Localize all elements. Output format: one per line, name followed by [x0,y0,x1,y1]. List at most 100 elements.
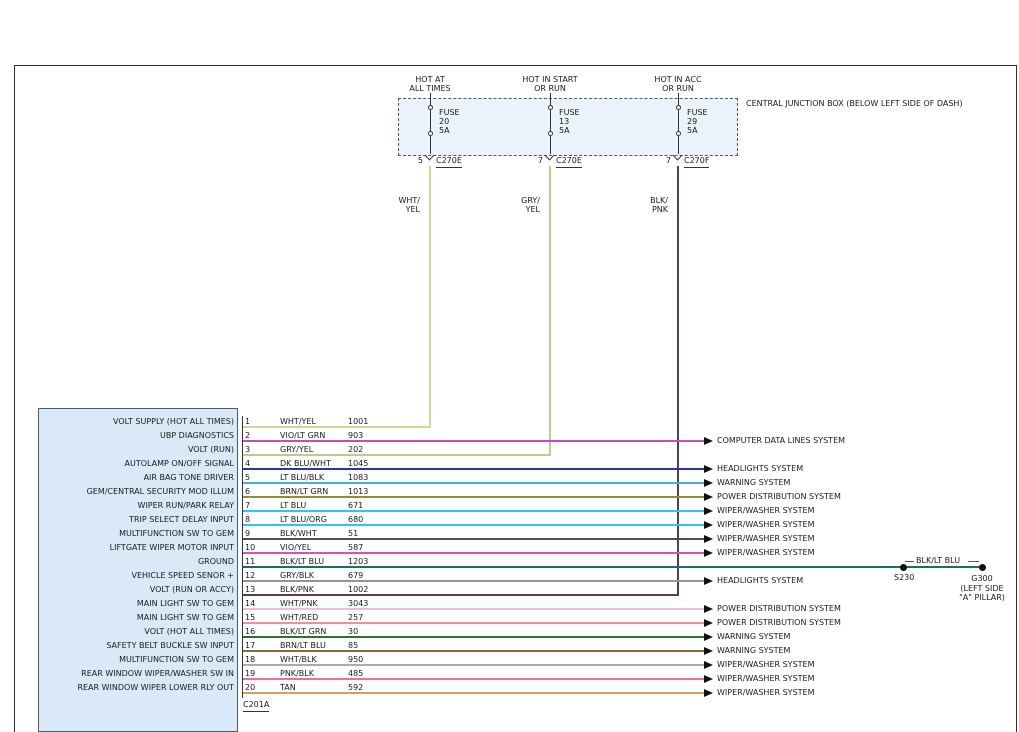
circuit-number-label: 3043 [348,599,369,608]
pin-number: 2 [245,431,251,440]
fuse-terminal-circle [548,131,553,136]
system-destination-label: WIPER/WASHER SYSTEM [717,548,815,557]
pin-function-label: LIFTGATE WIPER MOTOR INPUT [109,543,234,552]
fuse-pin-number: 7 [665,156,671,165]
wire-color-label: BLK/WHT [280,529,317,538]
wire-color-label: BLK/LT GRN [280,627,327,636]
pin-number: 6 [245,487,251,496]
system-destination-label: WARNING SYSTEM [717,478,791,487]
circuit-number-label: 1045 [348,459,369,468]
wire [243,482,705,484]
pin-number: 9 [245,529,251,538]
circuit-number-label: 903 [348,431,364,440]
splice-dot [900,564,907,571]
wire-color-label: DK BLU/WHT [280,459,331,468]
pin-number: 15 [245,613,256,622]
destination-arrow-icon [704,521,713,529]
wire [243,608,705,610]
diagram-frame [14,65,1017,732]
circuit-number-label: 679 [348,571,364,580]
circuit-number-label: 51 [348,529,359,538]
circuit-number-label: 1002 [348,585,369,594]
fuse-exit-line [678,136,679,154]
pin-number: 12 [245,571,256,580]
pin-number: 7 [245,501,251,510]
pin-function-label: VOLT (RUN) [187,445,234,454]
fuse-label: FUSE 29 5A [687,108,708,135]
wire-color-label: WHT/RED [280,613,319,622]
wire-leader-line [905,561,914,562]
fuse-element-line [678,110,679,131]
wire-color-label: WHT/BLK [280,655,317,664]
wire [243,580,705,582]
wire-color-label: BLK/PNK [280,585,314,594]
fuse-connector-label: C270F [684,156,710,168]
fuse-label: FUSE 20 5A [439,108,460,135]
pin-number: 4 [245,459,251,468]
system-destination-label: WIPER/WASHER SYSTEM [717,506,815,515]
wire-color-label: PNK/BLK [280,669,314,678]
hot-feed-label: HOT IN ACC OR RUN [654,75,702,93]
pin-function-label: UBP DIAGNOSTICS [159,431,234,440]
circuit-number-label: 1013 [348,487,369,496]
circuit-number-label: 671 [348,501,364,510]
wire [243,678,705,680]
pin-function-label: VOLT (HOT ALL TIMES) [144,627,234,636]
system-destination-label: WIPER/WASHER SYSTEM [717,534,815,543]
feed-wire-color-label: GRY/ YEL [521,196,540,214]
system-destination-label: WIPER/WASHER SYSTEM [717,688,815,697]
wire-color-label: VIO/YEL [280,543,312,552]
circuit-number-label: 1001 [348,417,369,426]
fuse-connector-label: C270E [556,156,582,168]
ground-label: G300 [971,574,993,583]
pin-function-label: MULTIFUNCTION SW TO GEM [119,529,234,538]
circuit-number-label: 950 [348,655,364,664]
wire-color-label: BRN/LT GRN [280,487,329,496]
destination-arrow-icon [704,493,713,501]
system-destination-label: POWER DISTRIBUTION SYSTEM [717,492,841,501]
fuse-terminal-circle [676,131,681,136]
destination-arrow-icon [704,465,713,473]
feed-wire-color-label: BLK/ PNK [650,196,668,214]
pin-function-label: TRIP SELECT DELAY INPUT [129,515,234,524]
circuit-number-label: 587 [348,543,364,552]
central-junction-box-label: CENTRAL JUNCTION BOX (BELOW LEFT SIDE OF… [746,99,963,108]
feed-entry-line [678,93,679,105]
system-destination-label: WIPER/WASHER SYSTEM [717,660,815,669]
wire-color-label: TAN [280,683,296,692]
destination-arrow-icon [704,535,713,543]
pin-function-label: VOLT SUPPLY (HOT ALL TIMES) [112,417,234,426]
pin-function-label: MULTIFUNCTION SW TO GEM [119,655,234,664]
hot-feed-label: HOT AT ALL TIMES [409,75,451,93]
destination-arrow-icon [704,577,713,585]
pin-function-label: AUTOLAMP ON/OFF SIGNAL [124,459,234,468]
wire [243,468,705,470]
fuse-exit-line [550,136,551,154]
pin-number: 18 [245,655,256,664]
destination-arrow-icon [704,647,713,655]
connector-function-box [38,408,238,732]
wire-color-label: GRY/YEL [280,445,314,454]
pin-number: 14 [245,599,256,608]
pin-function-label: AIR BAG TONE DRIVER [143,473,234,482]
pin-function-label: MAIN LIGHT SW TO GEM [136,613,234,622]
wire-color-label: GRY/BLK [280,571,315,580]
feed-wire [429,166,431,428]
feed-wire [549,166,551,456]
wire [243,538,705,540]
pin-function-label: VOLT (RUN OR ACCY) [149,585,234,594]
wire [243,510,705,512]
system-destination-label: WARNING SYSTEM [717,646,791,655]
fuse-terminal-circle [676,105,681,110]
pin-number: 19 [245,669,256,678]
system-destination-label: POWER DISTRIBUTION SYSTEM [717,618,841,627]
wire [243,496,705,498]
destination-arrow-icon [704,675,713,683]
pin-number: 17 [245,641,256,650]
wire [243,636,705,638]
fuse-connector-label: C270E [436,156,462,168]
system-destination-label: HEADLIGHTS SYSTEM [717,576,804,585]
pin-number: 8 [245,515,251,524]
system-destination-label: WIPER/WASHER SYSTEM [717,674,815,683]
